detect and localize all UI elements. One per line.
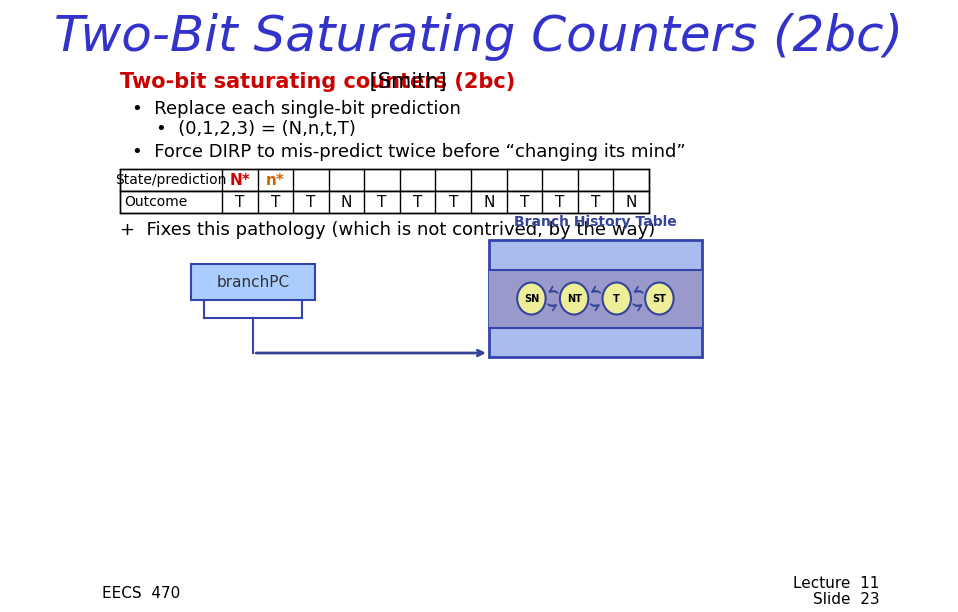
Circle shape — [645, 283, 673, 315]
Bar — [120, 191, 649, 213]
Text: N: N — [483, 195, 494, 209]
Text: T: T — [519, 195, 529, 209]
Circle shape — [559, 283, 588, 315]
Text: Slide  23: Slide 23 — [813, 592, 879, 608]
Circle shape — [517, 283, 546, 315]
Text: ST: ST — [652, 294, 667, 304]
Bar — [489, 269, 702, 327]
Text: T: T — [307, 195, 316, 209]
Text: N: N — [626, 195, 637, 209]
Text: Two-bit saturating counters (2bc): Two-bit saturating counters (2bc) — [120, 72, 515, 92]
Text: +  Fixes this pathology (which is not contrived, by the way): + Fixes this pathology (which is not con… — [120, 221, 655, 239]
Text: Branch History Table: Branch History Table — [514, 215, 676, 229]
Text: N: N — [341, 195, 353, 209]
Text: •  Replace each single-bit prediction: • Replace each single-bit prediction — [131, 100, 461, 118]
Text: T: T — [271, 195, 280, 209]
FancyBboxPatch shape — [191, 264, 315, 300]
Text: Outcome: Outcome — [125, 195, 188, 209]
Text: T: T — [591, 195, 600, 209]
Text: •  (0,1,2,3) = (N,n,t,T): • (0,1,2,3) = (N,n,t,T) — [155, 120, 355, 138]
Text: Two-Bit Saturating Counters (2bc): Two-Bit Saturating Counters (2bc) — [55, 13, 903, 61]
Text: T: T — [556, 195, 564, 209]
Text: N*: N* — [230, 173, 250, 187]
Text: •  Force DIRP to mis-predict twice before “changing its mind”: • Force DIRP to mis-predict twice before… — [131, 143, 685, 161]
Text: T: T — [236, 195, 244, 209]
Text: State/prediction: State/prediction — [115, 173, 227, 187]
Text: SN: SN — [524, 294, 539, 304]
Text: n*: n* — [266, 173, 285, 187]
Text: Lecture  11: Lecture 11 — [793, 577, 879, 592]
Text: T: T — [413, 195, 422, 209]
Bar — [120, 169, 649, 191]
Text: T: T — [448, 195, 458, 209]
Circle shape — [603, 283, 631, 315]
Text: T: T — [377, 195, 387, 209]
Text: NT: NT — [566, 294, 582, 304]
Bar — [489, 240, 702, 357]
Text: T: T — [613, 294, 620, 304]
Text: branchPC: branchPC — [217, 275, 290, 289]
Text: EECS  470: EECS 470 — [103, 586, 180, 602]
Text: [Smith]: [Smith] — [363, 72, 446, 92]
